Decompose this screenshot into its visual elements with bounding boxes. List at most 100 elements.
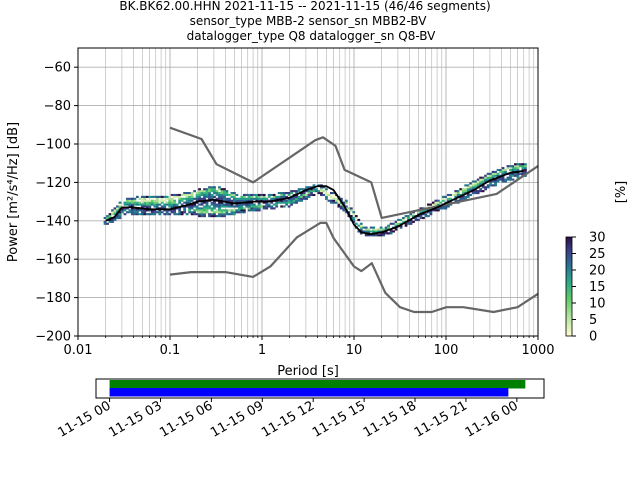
density-cell <box>394 220 398 223</box>
density-cell <box>451 193 455 197</box>
density-cell <box>275 201 279 204</box>
density-cell <box>237 199 241 202</box>
density-cell <box>479 180 483 183</box>
density-cell <box>516 172 520 175</box>
density-cell <box>183 192 187 195</box>
density-cell <box>496 178 500 181</box>
density-cell <box>148 203 152 206</box>
density-cell <box>240 197 244 200</box>
density-cell <box>205 211 209 214</box>
density-cell <box>126 207 129 210</box>
density-cell <box>481 190 485 193</box>
density-cell <box>511 174 515 177</box>
density-cell <box>138 209 142 212</box>
density-cell <box>205 207 209 210</box>
density-cell <box>459 188 463 191</box>
density-cell <box>367 228 371 231</box>
density-cell <box>203 201 206 204</box>
density-cell <box>223 188 226 191</box>
density-cell <box>285 203 289 206</box>
density-cell <box>434 203 438 206</box>
density-cell <box>285 195 289 198</box>
density-cell <box>200 213 204 216</box>
density-cell <box>327 193 331 197</box>
density-cell <box>280 201 284 204</box>
density-cell <box>220 197 224 200</box>
density-cell <box>225 199 229 202</box>
density-cell <box>225 192 229 195</box>
density-cell <box>476 182 480 185</box>
density-cell <box>180 193 184 197</box>
density-cell <box>494 174 497 177</box>
density-cell <box>168 201 172 204</box>
density-cell <box>173 201 177 204</box>
density-cell <box>218 205 221 208</box>
density-cell <box>315 188 318 191</box>
y-tick-label: −60 <box>44 61 71 76</box>
density-cell <box>449 193 453 197</box>
density-cell <box>354 222 358 225</box>
density-cell <box>210 188 214 191</box>
density-cell <box>464 195 468 198</box>
density-cell <box>195 197 199 200</box>
density-cell <box>454 190 458 193</box>
density-cell <box>203 190 206 193</box>
density-cell <box>506 178 510 181</box>
density-cell <box>223 209 226 212</box>
density-cell <box>436 199 440 202</box>
density-cell <box>344 211 348 214</box>
density-cell <box>456 190 460 193</box>
density-cell <box>178 195 182 198</box>
density-cell <box>479 182 483 185</box>
density-cell <box>461 197 465 200</box>
density-cell <box>123 201 127 204</box>
y-tick-label: −80 <box>44 99 71 114</box>
density-cell <box>275 197 279 200</box>
density-cell <box>429 213 433 216</box>
density-cell <box>150 203 154 206</box>
density-cell <box>409 222 413 225</box>
density-cell <box>173 205 177 208</box>
density-cell <box>282 192 286 195</box>
density-cell <box>262 197 266 200</box>
density-cell <box>131 199 134 202</box>
density-cell <box>178 201 182 204</box>
density-cell <box>150 213 154 216</box>
density-cell <box>198 215 201 218</box>
density-cell <box>128 203 132 206</box>
density-cell <box>362 226 366 229</box>
density-cell <box>232 193 236 197</box>
density-cell <box>143 197 147 200</box>
density-cell <box>394 228 398 231</box>
density-cell <box>247 207 251 210</box>
density-cell <box>494 184 497 187</box>
density-cell <box>456 192 460 195</box>
density-cell <box>454 195 458 198</box>
density-cell <box>163 209 167 212</box>
density-cell <box>183 207 187 210</box>
density-cell <box>247 205 251 208</box>
density-cell <box>208 215 211 218</box>
density-cell <box>118 215 122 218</box>
density-cell <box>235 197 239 200</box>
density-cell <box>118 216 122 220</box>
density-cell <box>334 197 338 200</box>
title-line-sensor: sensor_type MBB-2 sensor_sn MBB2-BV <box>190 14 428 28</box>
density-cell <box>218 188 221 191</box>
density-cell <box>444 195 448 198</box>
density-cell <box>213 195 216 198</box>
density-cell <box>252 203 256 206</box>
density-cell <box>454 199 458 202</box>
density-cell <box>496 174 500 177</box>
density-cell <box>203 213 206 216</box>
density-cell <box>461 188 465 191</box>
density-cell <box>499 176 502 179</box>
density-cell <box>312 184 316 187</box>
density-cell <box>175 195 179 198</box>
density-cell <box>280 195 284 198</box>
density-cell <box>140 197 144 200</box>
density-cell <box>399 226 403 229</box>
density-cell <box>240 209 244 212</box>
density-cell <box>369 226 373 229</box>
density-cell <box>108 213 112 216</box>
